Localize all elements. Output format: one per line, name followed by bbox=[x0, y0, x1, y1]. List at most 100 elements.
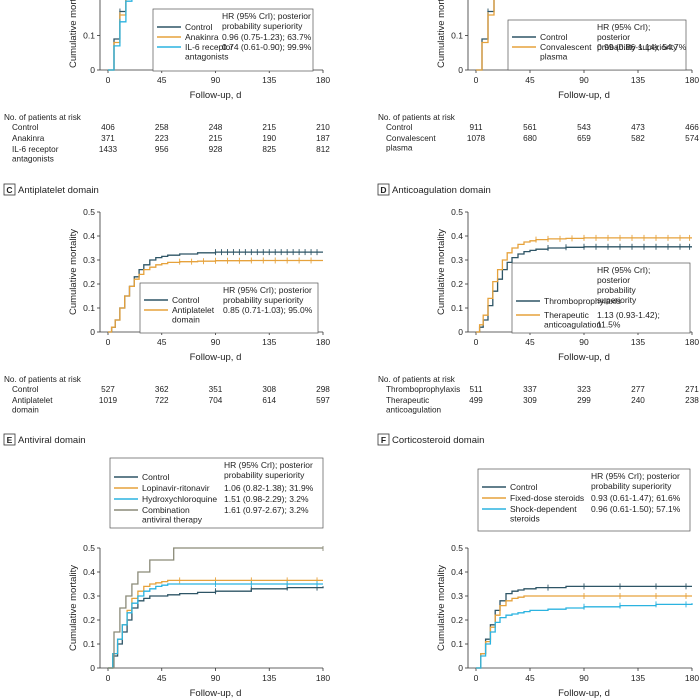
series-group bbox=[108, 0, 133, 71]
legend-hr: 0.96 (0.75-1.23); 63.7% bbox=[222, 32, 312, 42]
risk-value: 722 bbox=[155, 396, 169, 405]
legend-header: posterior bbox=[597, 275, 630, 285]
risk-value: 309 bbox=[523, 396, 537, 405]
y-tick-label: 0.3 bbox=[451, 591, 463, 601]
y-tick-label: 0.1 bbox=[451, 303, 463, 313]
y-axis-label: Cumulative mortality bbox=[436, 565, 447, 651]
series-line-2 bbox=[108, 583, 323, 669]
y-tick-label: 0.2 bbox=[451, 615, 463, 625]
y-tick-label: 0.5 bbox=[451, 543, 463, 553]
legend-series-name: domain bbox=[172, 315, 200, 325]
x-tick-label: 45 bbox=[157, 673, 167, 683]
x-axis-label: Follow-up, d bbox=[558, 352, 610, 363]
panel-f: F Corticosteroid domain 0 0.1 0.2 0.3 0.4 0.5 0 4… bbox=[377, 433, 699, 699]
legend-hr: 0.85 (0.71-1.03); 95.0% bbox=[223, 305, 313, 315]
legend-box bbox=[507, 19, 687, 71]
x-tick-label: 180 bbox=[685, 337, 699, 347]
panel-letter: D bbox=[380, 185, 386, 195]
x-tick-label: 90 bbox=[579, 75, 589, 85]
y-tick-label: 0.2 bbox=[83, 615, 95, 625]
risk-value: 956 bbox=[155, 145, 169, 154]
risk-value: 271 bbox=[685, 385, 699, 394]
x-axis-label: Follow-up, d bbox=[190, 352, 242, 363]
x-tick-label: 135 bbox=[631, 337, 645, 347]
x-axis-label: Follow-up, d bbox=[190, 90, 242, 101]
risk-row-label: Convalescent bbox=[386, 134, 436, 143]
risk-table-title: No. of patients at risk bbox=[378, 375, 456, 384]
y-tick-label: 0.1 bbox=[83, 31, 95, 41]
legend-series-name: Control bbox=[540, 32, 568, 42]
legend-hr: 1.13 (0.93-1.42); bbox=[597, 310, 660, 320]
risk-value: 351 bbox=[209, 385, 223, 394]
risk-value: 582 bbox=[631, 134, 645, 143]
legend-box bbox=[109, 457, 324, 529]
legend: HR (95% CrI);posteriorprobabilitysuperio… bbox=[511, 262, 691, 334]
y-axis-label: Cumulative mortality bbox=[68, 0, 79, 68]
legend-hr: 1.51 (0.98-2.29); 3.2% bbox=[224, 494, 309, 504]
panel-title: Antiviral domain bbox=[18, 435, 86, 446]
risk-row-label: Control bbox=[12, 123, 39, 132]
risk-value: 190 bbox=[262, 134, 276, 143]
risk-value: 597 bbox=[316, 396, 330, 405]
x-tick-label: 0 bbox=[106, 75, 111, 85]
y-tick-label: 0 bbox=[90, 327, 95, 337]
y-tick-label: 0.3 bbox=[451, 255, 463, 265]
legend-series-name: steroids bbox=[510, 514, 540, 524]
panel-title: Corticosteroid domain bbox=[392, 435, 484, 446]
risk-row-label: antagonists bbox=[12, 155, 54, 164]
series-line-1 bbox=[476, 0, 495, 71]
x-tick-label: 0 bbox=[474, 337, 479, 347]
panel-letter: E bbox=[7, 435, 13, 445]
x-tick-label: 45 bbox=[157, 337, 167, 347]
panel-c: C Antiplatelet domain 0 0.1 0.2 0.3 0.4 0.5 0 45 9… bbox=[3, 183, 330, 415]
risk-table-title: No. of patients at risk bbox=[378, 113, 456, 122]
risk-value: 362 bbox=[155, 385, 169, 394]
y-tick-label: 0.1 bbox=[451, 31, 463, 41]
risk-value: 543 bbox=[577, 123, 591, 132]
panel-letter: F bbox=[381, 435, 386, 445]
panel-letter-box bbox=[377, 433, 390, 446]
legend-series-name: Combination bbox=[142, 505, 190, 515]
risk-value: 215 bbox=[262, 123, 276, 132]
risk-value: 323 bbox=[577, 385, 591, 394]
legend-header: HR (95% CrI); posterior bbox=[222, 11, 311, 21]
series-line-1 bbox=[476, 237, 692, 333]
legend-series-name: Anakinra bbox=[185, 32, 219, 42]
y-tick-label: 0.2 bbox=[451, 279, 463, 289]
panel-b: 0 0.1 0 45 90 135 180 Follow-up, d Cumulative mo… bbox=[378, 0, 699, 153]
risk-row-label: plasma bbox=[386, 144, 413, 153]
risk-table: No. of patients at riskThromboprophylaxi… bbox=[378, 375, 699, 415]
series-line-1 bbox=[476, 595, 692, 669]
y-tick-label: 0.5 bbox=[83, 207, 95, 217]
legend-series-name: Control bbox=[185, 22, 213, 32]
x-tick-label: 90 bbox=[211, 75, 221, 85]
legend-header: probability superiority bbox=[224, 470, 305, 480]
risk-value: 299 bbox=[577, 396, 591, 405]
panel-d: D Anticoagulation domain 0 0.1 0.2 0.3 0.4 0.5 0… bbox=[377, 183, 699, 415]
series-line-1 bbox=[108, 0, 127, 71]
x-tick-label: 45 bbox=[157, 75, 167, 85]
x-axis-label: Follow-up, d bbox=[558, 688, 610, 699]
risk-value: 704 bbox=[209, 396, 223, 405]
legend-series-name: Lopinavir-ritonavir bbox=[142, 483, 210, 493]
x-tick-label: 135 bbox=[631, 673, 645, 683]
risk-value: 911 bbox=[469, 123, 482, 132]
x-tick-label: 180 bbox=[685, 75, 699, 85]
panel-title: Anticoagulation domain bbox=[392, 185, 491, 196]
legend-series-name: antagonists bbox=[185, 52, 228, 62]
x-tick-label: 0 bbox=[106, 673, 111, 683]
x-axis-label: Follow-up, d bbox=[558, 90, 610, 101]
risk-value: 248 bbox=[209, 123, 223, 132]
legend-series-name: Thromboprophylaxis bbox=[544, 296, 621, 306]
risk-value: 406 bbox=[101, 123, 115, 132]
x-tick-label: 45 bbox=[525, 75, 535, 85]
legend-series-name: Antiplatelet bbox=[172, 305, 215, 315]
y-tick-label: 0.2 bbox=[83, 279, 95, 289]
y-tick-label: 0.4 bbox=[451, 231, 463, 241]
x-tick-label: 0 bbox=[106, 337, 111, 347]
risk-value: 473 bbox=[631, 123, 645, 132]
legend-hr: 11.5% bbox=[597, 320, 621, 330]
legend-series-name: Control bbox=[142, 472, 170, 482]
